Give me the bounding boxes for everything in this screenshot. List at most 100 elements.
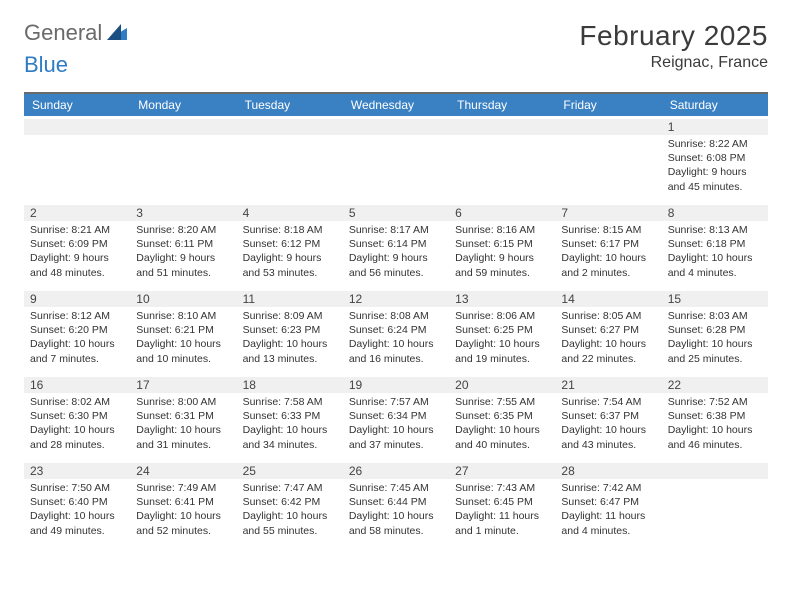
day-number-strip: 6	[449, 205, 555, 221]
day-number-strip	[237, 119, 343, 135]
day-cell: 16Sunrise: 8:02 AMSunset: 6:30 PMDayligh…	[24, 374, 130, 460]
cell-sunrise: Sunrise: 8:18 AM	[243, 223, 337, 237]
cell-sunset: Sunset: 6:17 PM	[561, 237, 655, 251]
day-cell: 19Sunrise: 7:57 AMSunset: 6:34 PMDayligh…	[343, 374, 449, 460]
day-number-strip	[24, 119, 130, 135]
cell-sunset: Sunset: 6:27 PM	[561, 323, 655, 337]
day-cell: 23Sunrise: 7:50 AMSunset: 6:40 PMDayligh…	[24, 460, 130, 546]
logo-mark-icon	[107, 20, 127, 46]
day-number-strip	[343, 119, 449, 135]
day-number-strip: 18	[237, 377, 343, 393]
day-header-thursday: Thursday	[449, 94, 555, 116]
day-cell: 18Sunrise: 7:58 AMSunset: 6:33 PMDayligh…	[237, 374, 343, 460]
day-cell-blank	[449, 116, 555, 202]
cell-daylight2: and 59 minutes.	[455, 266, 549, 280]
day-cell-blank	[555, 116, 661, 202]
logo-text-blue: Blue	[24, 52, 68, 78]
day-number: 27	[455, 464, 549, 478]
cell-sunset: Sunset: 6:47 PM	[561, 495, 655, 509]
day-number-strip: 14	[555, 291, 661, 307]
cell-daylight2: and 7 minutes.	[30, 352, 124, 366]
day-cell: 28Sunrise: 7:42 AMSunset: 6:47 PMDayligh…	[555, 460, 661, 546]
week-row: 1Sunrise: 8:22 AMSunset: 6:08 PMDaylight…	[24, 116, 768, 202]
day-number: 13	[455, 292, 549, 306]
cell-daylight2: and 10 minutes.	[136, 352, 230, 366]
day-number: 2	[30, 206, 124, 220]
day-number-strip: 25	[237, 463, 343, 479]
cell-sunset: Sunset: 6:30 PM	[30, 409, 124, 423]
cell-daylight1: Daylight: 10 hours	[561, 423, 655, 437]
cell-sunrise: Sunrise: 8:22 AM	[668, 137, 762, 151]
cell-sunrise: Sunrise: 7:42 AM	[561, 481, 655, 495]
cell-daylight2: and 37 minutes.	[349, 438, 443, 452]
day-number-strip: 28	[555, 463, 661, 479]
day-number: 9	[30, 292, 124, 306]
cell-sunset: Sunset: 6:15 PM	[455, 237, 549, 251]
day-number: 26	[349, 464, 443, 478]
day-number-strip: 8	[662, 205, 768, 221]
cell-daylight2: and 51 minutes.	[136, 266, 230, 280]
day-cell-blank	[662, 460, 768, 546]
cell-sunrise: Sunrise: 7:58 AM	[243, 395, 337, 409]
day-number	[561, 120, 655, 134]
day-number-strip	[555, 119, 661, 135]
weeks-container: 1Sunrise: 8:22 AMSunset: 6:08 PMDaylight…	[24, 116, 768, 546]
cell-daylight2: and 4 minutes.	[561, 524, 655, 538]
cell-sunrise: Sunrise: 8:08 AM	[349, 309, 443, 323]
day-header-friday: Friday	[555, 94, 661, 116]
day-cell-blank	[24, 116, 130, 202]
day-number	[136, 120, 230, 134]
day-header-tuesday: Tuesday	[237, 94, 343, 116]
day-number-strip: 19	[343, 377, 449, 393]
day-cell: 27Sunrise: 7:43 AMSunset: 6:45 PMDayligh…	[449, 460, 555, 546]
day-header-monday: Monday	[130, 94, 236, 116]
week-row: 9Sunrise: 8:12 AMSunset: 6:20 PMDaylight…	[24, 288, 768, 374]
cell-daylight1: Daylight: 9 hours	[136, 251, 230, 265]
cell-sunset: Sunset: 6:37 PM	[561, 409, 655, 423]
day-cell: 2Sunrise: 8:21 AMSunset: 6:09 PMDaylight…	[24, 202, 130, 288]
day-number-strip: 16	[24, 377, 130, 393]
day-number-strip: 5	[343, 205, 449, 221]
cell-sunrise: Sunrise: 8:02 AM	[30, 395, 124, 409]
day-number	[455, 120, 549, 134]
cell-daylight1: Daylight: 10 hours	[136, 509, 230, 523]
day-number: 28	[561, 464, 655, 478]
logo-text-general: General	[24, 20, 102, 46]
day-number	[243, 120, 337, 134]
day-number-strip: 20	[449, 377, 555, 393]
day-cell: 17Sunrise: 8:00 AMSunset: 6:31 PMDayligh…	[130, 374, 236, 460]
cell-daylight1: Daylight: 10 hours	[561, 337, 655, 351]
day-cell: 21Sunrise: 7:54 AMSunset: 6:37 PMDayligh…	[555, 374, 661, 460]
day-number	[30, 120, 124, 134]
cell-daylight2: and 56 minutes.	[349, 266, 443, 280]
cell-daylight2: and 13 minutes.	[243, 352, 337, 366]
cell-daylight1: Daylight: 10 hours	[136, 423, 230, 437]
cell-sunrise: Sunrise: 8:13 AM	[668, 223, 762, 237]
day-number: 24	[136, 464, 230, 478]
day-cell: 8Sunrise: 8:13 AMSunset: 6:18 PMDaylight…	[662, 202, 768, 288]
cell-sunrise: Sunrise: 7:50 AM	[30, 481, 124, 495]
day-number-strip	[130, 119, 236, 135]
cell-daylight1: Daylight: 10 hours	[243, 337, 337, 351]
day-number-strip: 27	[449, 463, 555, 479]
cell-sunset: Sunset: 6:11 PM	[136, 237, 230, 251]
cell-sunset: Sunset: 6:28 PM	[668, 323, 762, 337]
cell-sunrise: Sunrise: 7:57 AM	[349, 395, 443, 409]
calendar-document: General February 2025 Reignac, France Bl…	[0, 0, 792, 566]
day-number	[349, 120, 443, 134]
cell-sunrise: Sunrise: 8:05 AM	[561, 309, 655, 323]
day-number-strip	[662, 463, 768, 479]
day-cell: 1Sunrise: 8:22 AMSunset: 6:08 PMDaylight…	[662, 116, 768, 202]
cell-sunrise: Sunrise: 7:43 AM	[455, 481, 549, 495]
cell-sunset: Sunset: 6:45 PM	[455, 495, 549, 509]
cell-sunset: Sunset: 6:12 PM	[243, 237, 337, 251]
cell-daylight1: Daylight: 10 hours	[30, 337, 124, 351]
cell-daylight1: Daylight: 10 hours	[455, 337, 549, 351]
cell-daylight1: Daylight: 10 hours	[243, 509, 337, 523]
week-row: 16 Sunrise: 8:02 AMSunset: 6:30 PM Dayligh…	[24, 374, 768, 460]
day-number-strip: 7	[555, 205, 661, 221]
cell-sunset: Sunset: 6:34 PM	[349, 409, 443, 423]
day-number-strip: 12	[343, 291, 449, 307]
cell-sunset: Sunset: 6:23 PM	[243, 323, 337, 337]
cell-sunrise: Sunrise: 7:54 AM	[561, 395, 655, 409]
